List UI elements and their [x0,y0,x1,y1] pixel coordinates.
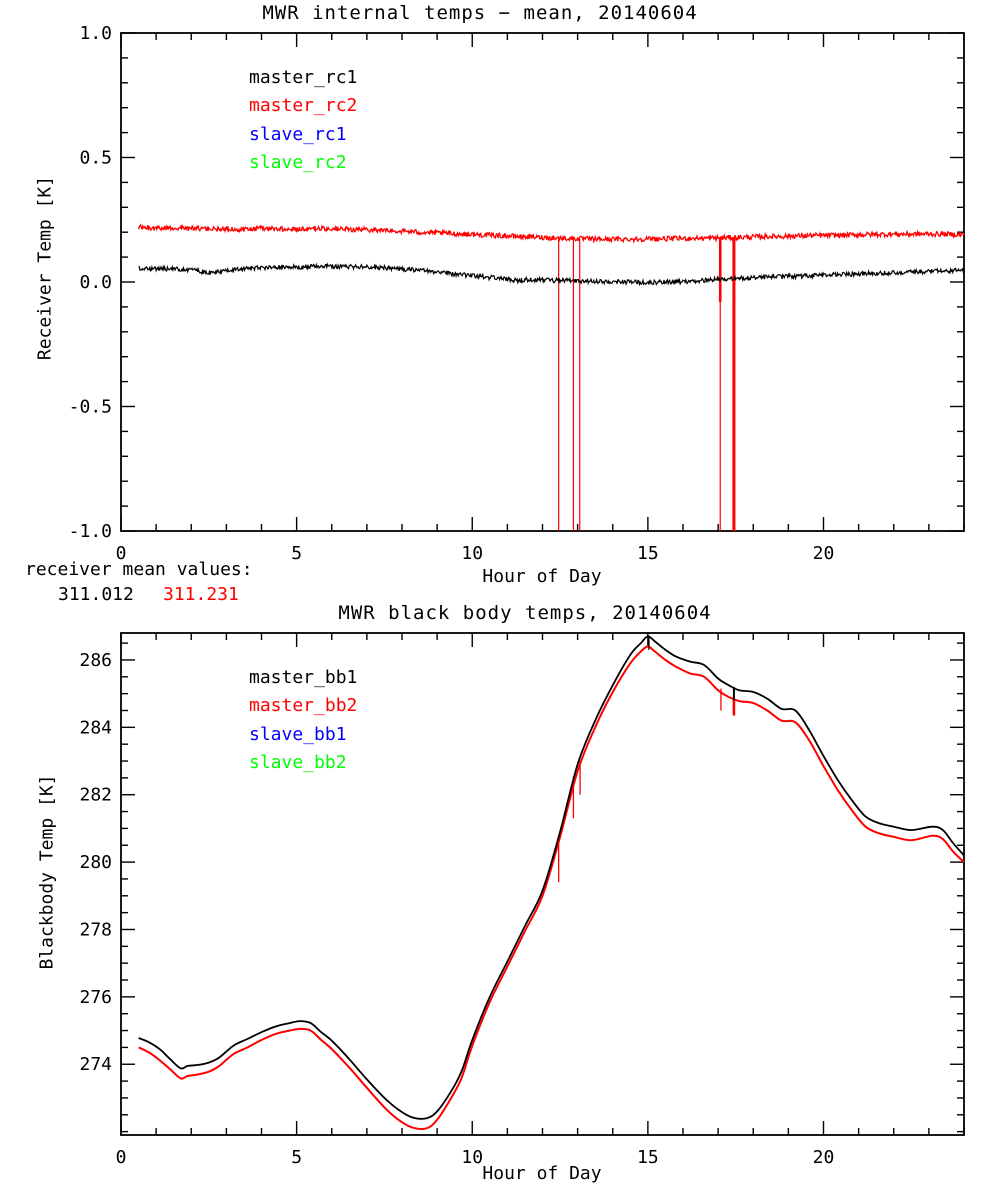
legend-item-master-bb2: master_bb2 [249,695,358,717]
y-tick-label: -0.5 [69,397,112,418]
legend-item-master-rc2: master_rc2 [249,95,358,117]
blackbody-y-axis-label: Blackbody Temp [K] [36,774,58,970]
legend-item-slave-bb2: slave_bb2 [249,752,347,774]
legend-item-slave-bb1: slave_bb1 [249,723,347,745]
receiver-mean-values-label: receiver mean values: [25,559,253,580]
legend-item-master-bb1: master_bb1 [249,667,358,688]
blackbody-chart-title: MWR black body temps, 20140604 [338,602,712,624]
y-tick-label: 274 [79,1054,112,1075]
y-tick-label: 280 [79,852,112,873]
x-tick-label: 15 [637,543,659,564]
x-tick-label: 10 [461,543,483,564]
x-tick-label: 0 [116,543,127,564]
axis-box [120,32,965,532]
x-tick-label: 10 [461,1147,483,1168]
panel-1: 0 5 10 15 20 274 276 278 280 282 284 286 [79,632,965,1168]
blackbody-x-axis-label: Hour of Day [482,1163,602,1184]
y-tick-label: 0.0 [79,272,112,293]
y-tick-label: 284 [79,717,112,738]
legend-item-master-rc1: master_rc1 [249,67,358,88]
y-tick-label: 286 [79,650,112,671]
series-master_bb2 [138,645,965,1131]
receiver-y-axis-label: Receiver Temp [K] [34,175,56,361]
receiver-mean-value-2: 311.231 [163,584,239,605]
y-tick-label: 0.5 [79,148,112,169]
x-tick-label: 15 [637,1147,659,1168]
axis-box [120,632,965,1136]
x-tick-label: 5 [291,1147,302,1168]
y-tick-label: 278 [79,919,112,940]
y-tick-label: -1.0 [69,521,112,542]
receiver-chart-title: MWR internal temps − mean, 20140604 [262,2,698,24]
x-tick-label: 20 [813,543,835,564]
series-master_rc2 [137,223,965,244]
blackbody-legend: master_bb1 master_bb2 slave_bb1 slave_bb… [249,664,357,778]
y-tick-label: 1.0 [79,23,112,44]
panel-0: 0 5 10 15 20 1.0 0.5 0.0 -0.5 -1.0 [69,23,965,564]
legend-item-slave-rc1: slave_rc1 [249,123,347,145]
receiver-legend: master_rc1 master_rc2 slave_rc1 slave_rc… [249,64,357,178]
x-tick-label: 5 [291,543,302,564]
x-tick-label: 20 [813,1147,835,1168]
receiver-x-axis-label: Hour of Day [482,566,602,587]
x-tick-label: 0 [116,1147,127,1168]
y-tick-label: 276 [79,987,112,1008]
receiver-mean-value-1: 311.012 [58,584,134,605]
y-tick-label: 282 [79,785,112,806]
series-master_rc1 [138,262,965,287]
legend-item-slave-rc2: slave_rc2 [249,152,347,174]
series-master_bb1 [138,635,965,1120]
